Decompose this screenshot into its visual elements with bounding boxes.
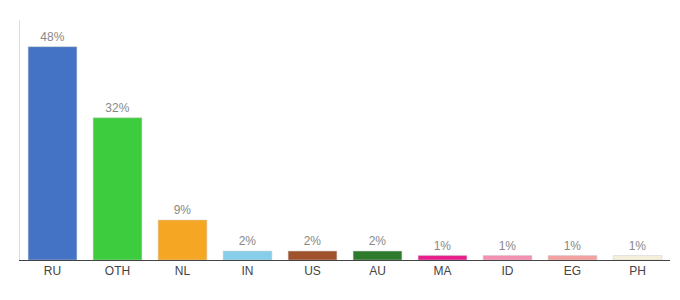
svg-text:IN: IN	[242, 264, 254, 278]
svg-text:9%: 9%	[174, 203, 192, 217]
svg-text:RU: RU	[44, 264, 61, 278]
svg-text:1%: 1%	[434, 239, 452, 253]
svg-text:2%: 2%	[304, 234, 322, 248]
svg-text:NL: NL	[175, 264, 191, 278]
svg-text:ID: ID	[502, 264, 514, 278]
svg-text:MA: MA	[434, 264, 452, 278]
svg-text:EG: EG	[564, 264, 581, 278]
svg-text:2%: 2%	[369, 234, 387, 248]
svg-text:48%: 48%	[40, 30, 64, 44]
svg-text:AU: AU	[369, 264, 386, 278]
svg-text:2%: 2%	[239, 234, 257, 248]
svg-text:1%: 1%	[499, 239, 517, 253]
svg-text:32%: 32%	[105, 101, 129, 115]
svg-text:1%: 1%	[629, 239, 647, 253]
svg-text:US: US	[304, 264, 321, 278]
svg-text:PH: PH	[629, 264, 646, 278]
svg-text:OTH: OTH	[105, 264, 130, 278]
svg-text:1%: 1%	[564, 239, 582, 253]
